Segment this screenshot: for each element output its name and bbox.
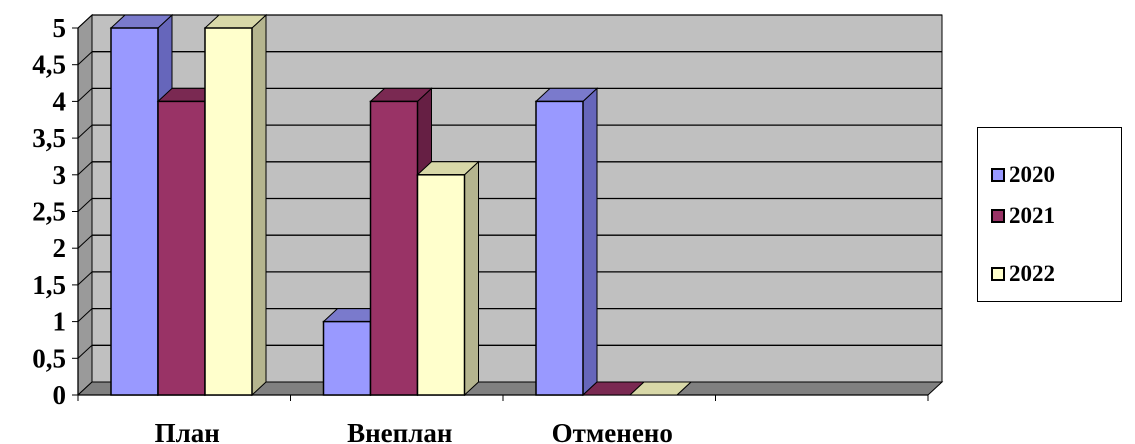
gridline-side <box>77 124 93 139</box>
y-tick-label: 4 <box>53 86 67 116</box>
gridline-side <box>77 271 93 286</box>
legend-label-2020: 2020 <box>1009 162 1055 187</box>
x-category-label: Внеплан <box>347 418 452 444</box>
bar <box>203 13 268 397</box>
bar <box>534 87 599 397</box>
y-axis-ticks: 0 0,5 1 1,5 2 2,5 3 3,5 4 4,5 5 <box>32 13 66 410</box>
bar <box>628 381 693 396</box>
y-tick-label: 1,5 <box>32 270 66 300</box>
bar-front <box>416 174 466 396</box>
gridline-side <box>77 161 93 176</box>
gridline-side <box>77 308 93 322</box>
legend-swatch-2022 <box>991 267 1005 281</box>
bar-front <box>110 27 159 396</box>
legend-swatch-2021 <box>991 209 1005 223</box>
legend-item-2020: 2020 <box>991 162 1055 187</box>
y-tick-label: 0 <box>53 380 67 410</box>
bar-front <box>322 320 372 396</box>
gridline-side <box>77 88 93 102</box>
bar <box>416 160 480 397</box>
legend-swatch-2020 <box>991 168 1005 182</box>
gridline-side <box>77 14 93 29</box>
bar-side <box>251 13 267 397</box>
bar-side <box>464 160 479 397</box>
bar-top <box>628 381 693 396</box>
legend-label-2021: 2021 <box>1009 203 1055 228</box>
legend-item-2022: 2022 <box>991 261 1055 286</box>
y-tick-label: 2 <box>53 233 67 263</box>
bar <box>369 87 433 397</box>
gridline-side <box>77 344 93 359</box>
y-tick-label: 3,5 <box>32 123 66 153</box>
x-category-label: Отменено <box>552 418 673 444</box>
y-tick-label: 4,5 <box>32 50 66 80</box>
y-tick-label: 0,5 <box>32 343 66 373</box>
y-tick-label: 3 <box>53 160 67 190</box>
gridline-side <box>77 51 93 66</box>
bar-side <box>582 87 598 397</box>
gridline-side <box>77 198 93 212</box>
legend-item-2021: 2021 <box>991 203 1055 228</box>
x-axis-labels: План Внеплан Отменено <box>155 418 673 444</box>
x-category-label: План <box>155 418 220 444</box>
bar <box>322 307 386 397</box>
bars <box>109 13 693 397</box>
y-tick-label: 5 <box>53 13 67 43</box>
bar-front <box>369 100 419 396</box>
bar-front <box>204 27 253 396</box>
legend-label-2022: 2022 <box>1009 261 1055 286</box>
y-tick-label: 2,5 <box>32 197 66 227</box>
gridline-side <box>77 234 93 249</box>
y-tick-label: 1 <box>53 307 67 337</box>
bar-front <box>157 100 206 396</box>
bar-front <box>535 100 584 396</box>
legend: 2020 2021 2022 <box>977 127 1122 302</box>
